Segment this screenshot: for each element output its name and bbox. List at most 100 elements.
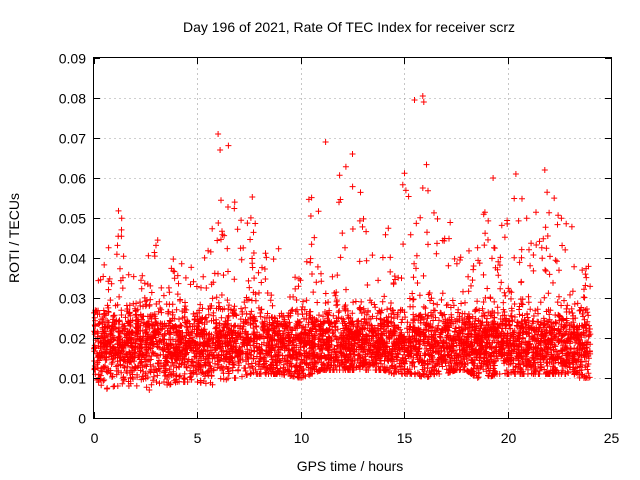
data-point [107,297,114,304]
data-point [322,309,328,315]
data-point [495,339,502,346]
data-point [410,274,417,281]
data-point [569,288,576,295]
data-point [426,290,433,296]
data-point [253,323,259,330]
data-point [217,365,224,372]
data-point [397,366,404,373]
data-point [266,339,273,346]
data-point [450,343,457,350]
data-point [566,322,573,329]
data-point [257,310,264,316]
data-point [131,352,138,359]
data-point [118,215,125,222]
data-point [498,222,505,229]
data-point [263,364,270,371]
data-point [314,318,321,325]
data-point [551,195,558,202]
data-point [360,305,367,312]
data-point [268,352,275,359]
data-point [407,303,414,310]
data-point [413,252,420,259]
data-point [559,348,566,355]
data-point [303,258,310,265]
data-point [363,228,370,235]
data-point [443,302,450,309]
data-point [258,279,265,286]
data-point [231,276,238,283]
data-point [147,361,154,368]
data-point [502,292,509,299]
data-point [179,308,186,315]
data-point [407,323,414,330]
data-point [365,367,372,373]
data-point [250,250,257,256]
data-point [148,366,155,373]
data-point [117,265,123,272]
data-point [561,297,567,304]
data-point [153,379,160,385]
data-point [169,301,176,308]
data-point [209,225,216,232]
data-point [547,253,553,260]
data-point [447,304,454,311]
data-point [118,307,125,314]
data-point [530,252,537,258]
data-point [540,315,547,322]
data-point [295,374,302,381]
data-point [491,298,498,305]
data-point [125,378,132,385]
data-point [165,308,172,315]
data-point [158,284,165,291]
data-point [116,317,123,324]
data-point [241,365,248,371]
data-point [376,308,383,315]
data-point [406,295,413,302]
data-point [491,353,498,360]
data-point [349,318,356,325]
data-point [382,231,389,238]
data-point [161,336,168,343]
data-point [332,327,339,334]
data-point [226,370,232,377]
data-point [205,311,212,318]
data-point [203,285,210,291]
data-point [362,353,369,360]
data-point [434,240,440,247]
data-point [552,343,559,350]
data-point [508,313,515,320]
data-point [311,234,318,241]
data-point [240,323,247,330]
data-point [410,296,416,303]
data-point [363,319,370,326]
data-point [508,295,514,302]
data-point [544,233,551,239]
data-point [111,312,118,319]
data-point [91,314,98,321]
data-point [196,343,203,349]
data-point [256,289,262,296]
data-point [248,308,255,315]
data-point [500,299,507,306]
data-point [587,283,594,290]
data-point [214,364,221,371]
data-point [397,306,404,313]
data-point [454,331,461,338]
data-point [372,304,379,311]
data-point [184,358,191,365]
data-point [102,357,109,363]
data-point [516,311,523,318]
data-point [505,285,512,292]
data-point [550,360,557,367]
data-point [265,331,271,338]
data-point [219,228,225,235]
data-point [473,346,480,353]
data-point [225,306,232,313]
data-point [585,312,592,319]
data-point [554,299,561,306]
data-point [297,277,304,284]
data-point [309,365,316,372]
data-point [413,220,420,227]
data-point [333,289,340,296]
data-point [154,237,161,244]
